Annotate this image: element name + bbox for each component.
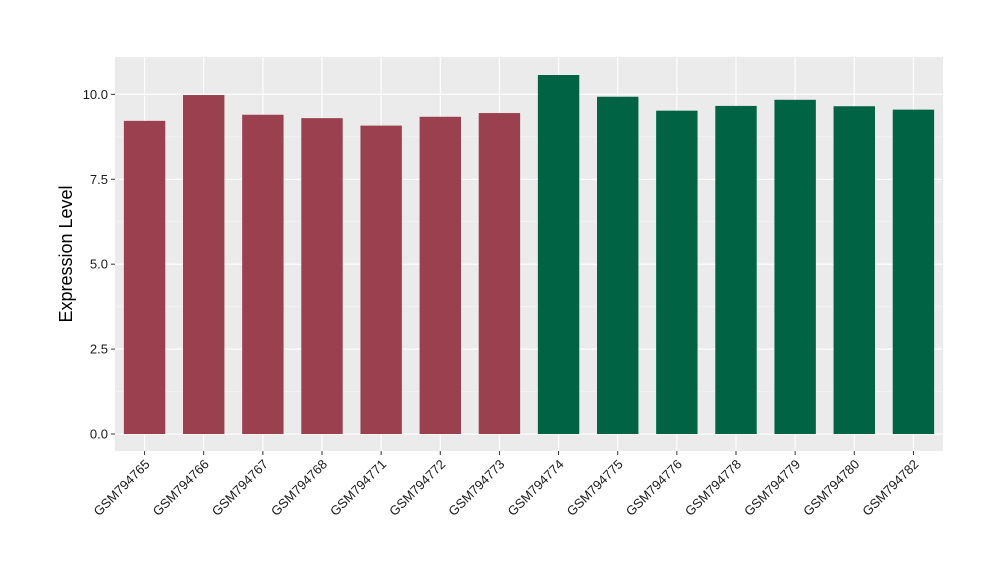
y-tick-label: 7.5 [90, 172, 108, 187]
y-tick-label: 2.5 [90, 342, 108, 357]
bars [123, 75, 935, 435]
x-tick-label: GSM794767 [209, 457, 271, 519]
x-tick-label: GSM794773 [445, 457, 507, 519]
plot-panel [115, 57, 943, 451]
y-tick-label: 0.0 [90, 427, 108, 442]
x-tick-label: GSM794765 [90, 457, 152, 519]
x-tick-label: GSM794771 [327, 457, 389, 519]
y-tick-label: 10.0 [83, 87, 108, 102]
x-tick-label: GSM794779 [741, 457, 803, 519]
bar-gsm794765 [123, 120, 166, 435]
bar-gsm794766 [183, 95, 225, 435]
bar-gsm794782 [892, 109, 935, 435]
bar-gsm794780 [833, 106, 875, 435]
bar-gsm794771 [360, 125, 402, 435]
bar-gsm794768 [301, 118, 343, 435]
x-tick-label: GSM794778 [682, 457, 744, 519]
bar-gsm794767 [242, 114, 284, 435]
bar-gsm794773 [478, 113, 521, 435]
x-tick-label: GSM794780 [800, 457, 862, 519]
bar-gsm794778 [715, 105, 757, 435]
bar-gsm794775 [597, 96, 639, 435]
x-tick-label: GSM794774 [504, 457, 566, 519]
bar-gsm794774 [537, 75, 580, 435]
y-tick-label: 5.0 [90, 257, 108, 272]
bar-gsm794779 [774, 99, 816, 435]
x-tick-label: GSM794772 [386, 457, 448, 519]
bar-gsm794772 [419, 116, 461, 435]
y-axis-title: Expression Level [56, 185, 76, 322]
x-tick-label: GSM794782 [859, 457, 921, 519]
bar-gsm794776 [656, 110, 698, 435]
x-tick-label: GSM794776 [623, 457, 685, 519]
y-axis: 0.0 2.5 5.0 7.5 10.0 [83, 87, 115, 442]
x-tick-label: GSM794766 [150, 457, 212, 519]
x-tick-label: GSM794768 [268, 457, 330, 519]
x-axis: GSM794765GSM794766GSM794767GSM794768GSM7… [90, 451, 922, 519]
x-tick-label: GSM794775 [564, 457, 626, 519]
